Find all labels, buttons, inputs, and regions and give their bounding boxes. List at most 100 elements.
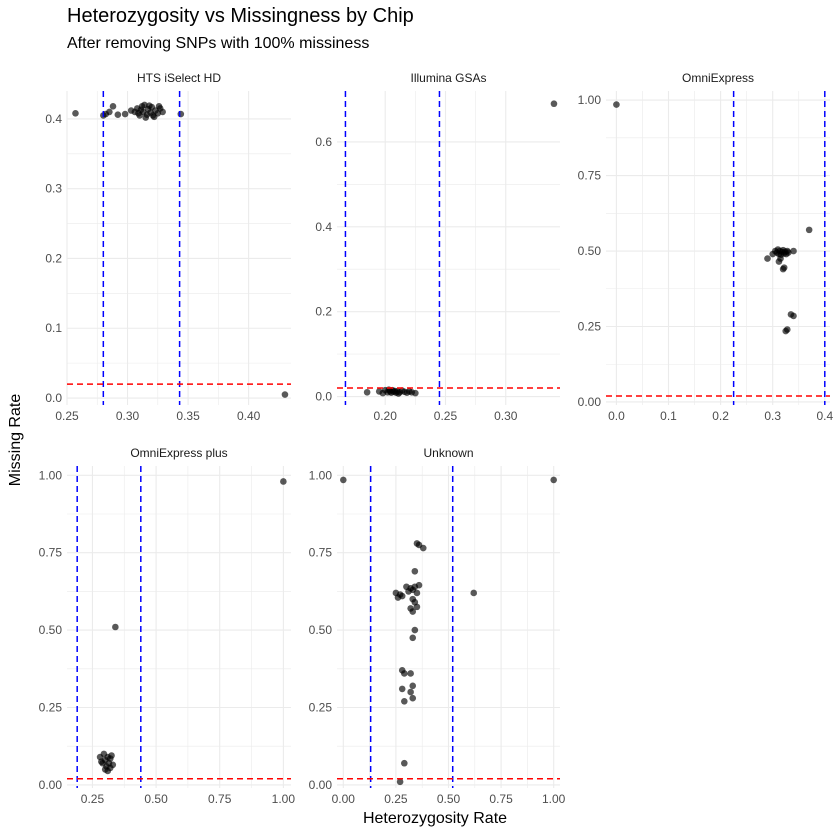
data-point bbox=[790, 247, 797, 255]
x-tick-label: 0.30 bbox=[116, 409, 140, 423]
data-point bbox=[159, 108, 166, 116]
facet-title: HTS iSelect HD bbox=[137, 71, 221, 85]
data-point bbox=[409, 694, 417, 702]
data-point bbox=[780, 264, 788, 271]
data-point bbox=[613, 101, 620, 108]
data-point bbox=[109, 103, 117, 110]
data-point bbox=[150, 113, 158, 121]
data-point bbox=[177, 110, 185, 118]
y-tick-label: 0.75 bbox=[578, 169, 602, 183]
data-point bbox=[155, 103, 163, 110]
y-tick-label: 0.25 bbox=[309, 701, 333, 715]
y-tick-label: 0.0 bbox=[315, 390, 332, 404]
x-tick-label: 0.30 bbox=[494, 409, 518, 423]
data-point bbox=[413, 603, 421, 611]
y-tick-label: 1.00 bbox=[309, 468, 333, 482]
data-point bbox=[280, 478, 287, 485]
data-point bbox=[411, 626, 419, 634]
data-point bbox=[340, 476, 347, 484]
y-axis-label: Missing Rate bbox=[7, 393, 24, 487]
data-point bbox=[98, 758, 105, 765]
x-tick-label: 0.35 bbox=[176, 409, 200, 423]
data-point bbox=[396, 778, 404, 786]
y-tick-label: 0.50 bbox=[309, 623, 333, 637]
x-tick-label: 0.75 bbox=[489, 792, 513, 806]
data-point bbox=[470, 589, 478, 597]
facet-panel: Unknown 0.00 0.25 0.50 0.75 1.00 0.00 0.25 0.50 0… bbox=[309, 446, 566, 806]
y-tick-label: 1.00 bbox=[39, 468, 63, 482]
x-tick-label: 0.50 bbox=[144, 792, 168, 806]
data-point bbox=[395, 390, 402, 397]
data-point bbox=[106, 108, 113, 116]
y-tick-label: 0.25 bbox=[39, 701, 63, 715]
y-tick-label: 0.50 bbox=[39, 623, 63, 637]
x-tick-label: 1.00 bbox=[272, 792, 296, 806]
y-tick-label: 1.00 bbox=[578, 93, 602, 107]
chart-subtitle: After removing SNPs with 100% missiness bbox=[67, 35, 370, 52]
x-tick-label: 0.25 bbox=[434, 409, 458, 423]
data-point bbox=[409, 682, 417, 690]
y-tick-label: 0.00 bbox=[578, 395, 602, 409]
data-point bbox=[785, 249, 792, 256]
data-point bbox=[401, 698, 408, 705]
data-point bbox=[805, 226, 813, 234]
data-point bbox=[281, 391, 289, 398]
x-tick-label: 0.40 bbox=[237, 409, 261, 423]
facet-title: OmniExpress bbox=[682, 71, 754, 85]
y-tick-label: 0.25 bbox=[578, 320, 602, 334]
data-point bbox=[106, 764, 114, 772]
y-tick-label: 0.0 bbox=[45, 391, 62, 405]
data-point bbox=[409, 608, 417, 615]
data-point bbox=[137, 106, 145, 114]
y-tick-label: 0.00 bbox=[309, 778, 333, 792]
data-point bbox=[363, 388, 371, 396]
y-tick-label: 0.3 bbox=[45, 182, 62, 196]
y-tick-label: 0.2 bbox=[315, 305, 332, 319]
x-tick-label: 0.20 bbox=[374, 409, 398, 423]
data-point bbox=[419, 544, 427, 552]
data-point bbox=[415, 581, 423, 589]
data-point bbox=[112, 623, 119, 631]
data-point bbox=[413, 589, 421, 597]
data-point bbox=[401, 759, 408, 767]
facet-panel: Illumina GSAs 0.20 0.25 0.30 0.0 0.2 0.4 0.6 bbox=[315, 71, 560, 423]
x-axis-label: Heterozygosity Rate bbox=[362, 810, 508, 827]
y-tick-label: 0.6 bbox=[315, 135, 332, 149]
data-point bbox=[72, 110, 79, 117]
y-tick-label: 0.75 bbox=[39, 546, 63, 560]
data-point bbox=[146, 102, 153, 109]
facet-panel: OmniExpress 0.0 0.1 0.2 0.3 0.4 0.00 0.25 0.50 0.… bbox=[578, 71, 834, 423]
data-point bbox=[401, 670, 408, 677]
data-point bbox=[121, 110, 129, 118]
data-point bbox=[790, 312, 797, 320]
x-tick-label: 0.25 bbox=[55, 409, 79, 423]
x-tick-label: 0.0 bbox=[608, 409, 625, 423]
data-point bbox=[550, 100, 558, 108]
data-point bbox=[411, 567, 419, 575]
facet-title: Unknown bbox=[423, 446, 473, 460]
data-point bbox=[142, 114, 150, 121]
y-tick-label: 0.50 bbox=[578, 244, 602, 258]
data-point bbox=[777, 255, 784, 262]
data-point bbox=[398, 685, 406, 693]
data-point bbox=[409, 634, 417, 642]
y-tick-label: 0.1 bbox=[45, 321, 62, 335]
x-tick-label: 0.25 bbox=[384, 792, 408, 806]
data-point bbox=[398, 592, 406, 600]
facet-title: OmniExpress plus bbox=[130, 446, 227, 460]
data-point bbox=[407, 670, 414, 677]
x-tick-label: 0.00 bbox=[332, 792, 356, 806]
x-tick-label: 1.00 bbox=[542, 792, 566, 806]
x-tick-label: 0.50 bbox=[437, 792, 461, 806]
chart-title: Heterozygosity vs Missingness by Chip bbox=[67, 5, 414, 27]
facet-panel: OmniExpress plus 0.25 0.50 0.75 1.00 0.00 0.25… bbox=[39, 446, 296, 806]
x-tick-label: 0.3 bbox=[764, 409, 781, 423]
data-point bbox=[550, 476, 557, 484]
y-tick-label: 0.75 bbox=[309, 546, 333, 560]
x-tick-label: 0.75 bbox=[208, 792, 232, 806]
facet-panel: HTS iSelect HD 0.25 0.30 0.35 0.40 0.0 0.1 0.2 0… bbox=[45, 71, 291, 423]
y-tick-label: 0.2 bbox=[45, 251, 62, 265]
data-point bbox=[407, 688, 414, 696]
y-tick-label: 0.00 bbox=[39, 778, 63, 792]
